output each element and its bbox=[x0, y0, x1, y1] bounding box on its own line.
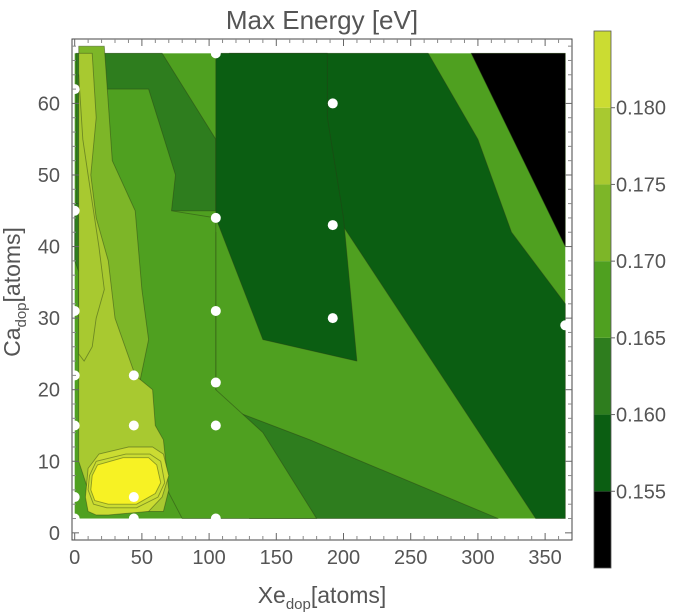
colorbar: 0.155 0.160 0.165 0.170 0.175 0.180 bbox=[593, 30, 666, 569]
chart-title: Max Energy [eV] bbox=[226, 5, 418, 35]
y-tick-label: 60 bbox=[38, 93, 60, 115]
sample-point-19 bbox=[327, 98, 338, 109]
x-tick-label: 200 bbox=[327, 547, 360, 569]
sample-point-1 bbox=[72, 492, 80, 503]
contour-region-13 bbox=[90, 457, 162, 505]
sample-point-12 bbox=[210, 420, 221, 431]
sample-point-8 bbox=[128, 492, 139, 503]
x-axis-label-main: Xe bbox=[258, 582, 286, 608]
y-tick-label: 10 bbox=[38, 451, 60, 473]
colorbar-tick-label: 0.165 bbox=[616, 328, 666, 350]
x-tick-label: 150 bbox=[260, 547, 293, 569]
sample-point-18 bbox=[327, 220, 338, 231]
sample-point-2 bbox=[72, 420, 80, 431]
contour-region-4 bbox=[215, 52, 358, 362]
sample-point-14 bbox=[210, 305, 221, 316]
colorbar-band-4 bbox=[594, 184, 611, 262]
sample-point-20 bbox=[560, 320, 571, 331]
colorbar-band-0 bbox=[594, 491, 611, 568]
sample-point-9 bbox=[128, 420, 139, 431]
colorbar-band-6 bbox=[594, 31, 611, 108]
y-tick-label: 30 bbox=[38, 308, 60, 330]
colorbar-tick-label: 0.180 bbox=[616, 98, 666, 120]
x-tick-label: 50 bbox=[131, 547, 153, 569]
sample-point-10 bbox=[128, 370, 139, 381]
y-axis-label-main: Ca bbox=[0, 327, 25, 357]
y-axis-label-sub: dop bbox=[13, 302, 30, 327]
x-tick-label: 300 bbox=[461, 547, 494, 569]
y-tick-label: 0 bbox=[49, 523, 60, 545]
contour-region-1 bbox=[470, 52, 566, 248]
colorbar-tick-label: 0.160 bbox=[616, 405, 666, 427]
colorbar-band-5 bbox=[594, 107, 611, 185]
plot-area bbox=[74, 45, 566, 519]
y-axis-label: Cadop[atoms] bbox=[0, 227, 30, 357]
y-tick-label: 20 bbox=[38, 380, 60, 402]
colorbar-tick-label: 0.155 bbox=[616, 481, 666, 503]
y-tick-label: 50 bbox=[38, 165, 60, 187]
colorbar-band-3 bbox=[594, 261, 611, 338]
contour-region-10 bbox=[78, 74, 105, 362]
colorbar-tick-label: 0.170 bbox=[616, 251, 666, 273]
colorbar-tick-label: 0.175 bbox=[616, 174, 666, 196]
sample-point-13 bbox=[210, 377, 221, 388]
y-axis-label-unit: [atoms] bbox=[0, 227, 25, 302]
sample-point-5 bbox=[72, 205, 80, 216]
y-axis: 0 10 20 30 40 50 60 bbox=[38, 45, 572, 545]
colorbar-band-2 bbox=[594, 337, 611, 415]
colorbar-frame bbox=[593, 30, 612, 569]
colorbar-band-1 bbox=[594, 414, 611, 492]
x-tick-label: 0 bbox=[69, 547, 80, 569]
sample-point-16 bbox=[210, 48, 221, 59]
x-axis-label-sub: dop bbox=[286, 596, 311, 613]
x-tick-label: 350 bbox=[528, 547, 561, 569]
sample-points bbox=[72, 48, 571, 524]
x-tick-label: 250 bbox=[394, 547, 427, 569]
x-axis-label: Xedop[atoms] bbox=[258, 582, 387, 613]
y-tick-label: 40 bbox=[38, 237, 60, 259]
x-axis: 0 50 100 150 200 250 300 350 bbox=[69, 39, 562, 569]
sample-point-15 bbox=[210, 212, 221, 223]
x-tick-label: 100 bbox=[192, 547, 225, 569]
sample-point-7 bbox=[128, 513, 139, 524]
sample-point-4 bbox=[72, 305, 80, 316]
sample-point-17 bbox=[327, 313, 338, 324]
x-axis-label-unit: [atoms] bbox=[311, 582, 386, 608]
sample-point-11 bbox=[210, 513, 221, 524]
